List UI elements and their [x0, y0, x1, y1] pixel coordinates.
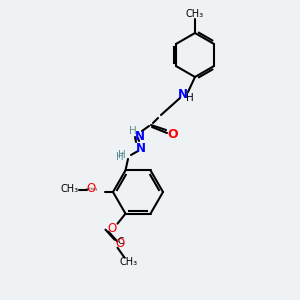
Text: H: H	[116, 152, 124, 162]
Text: O: O	[116, 237, 125, 250]
Text: N: N	[178, 88, 188, 101]
Text: CH₃: CH₃	[119, 257, 138, 267]
Text: CH₃: CH₃	[186, 9, 204, 19]
Text: H: H	[186, 93, 194, 103]
Text: C: C	[117, 237, 124, 246]
Text: O: O	[86, 182, 96, 196]
Text: H: H	[129, 126, 137, 136]
Text: methoxy: methoxy	[86, 187, 98, 191]
Text: O: O	[168, 128, 178, 140]
Text: H: H	[118, 150, 126, 160]
Text: N: N	[136, 142, 146, 155]
Text: O: O	[108, 222, 117, 235]
Text: CH₃: CH₃	[61, 184, 79, 194]
Text: N: N	[135, 130, 145, 142]
